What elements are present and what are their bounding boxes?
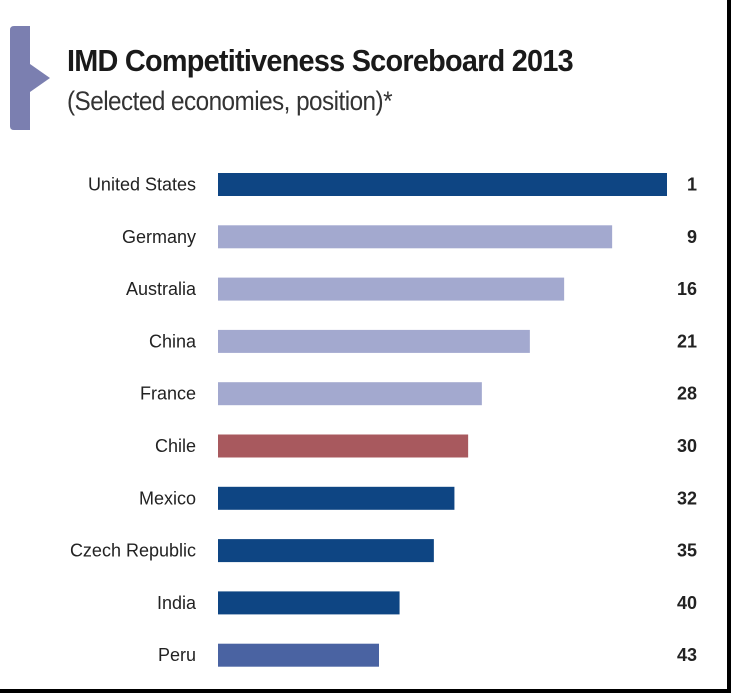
bar-france — [218, 382, 482, 406]
bar-germany — [218, 225, 613, 249]
chart-subtitle: (Selected economies, position)* — [67, 86, 393, 116]
bar-czech-republic — [218, 539, 434, 563]
category-label-india: India — [157, 593, 197, 613]
value-label-australia: 16 — [677, 279, 697, 299]
bar-mexico — [218, 486, 455, 510]
category-label-peru: Peru — [158, 645, 196, 665]
category-label-china: China — [149, 331, 197, 351]
bar-united-states — [218, 173, 667, 196]
value-label-france: 28 — [677, 384, 697, 404]
chart-title: IMD Competitiveness Scoreboard 2013 — [67, 43, 574, 78]
category-label-australia: Australia — [126, 279, 197, 299]
category-label-germany: Germany — [122, 227, 196, 247]
bar-australia — [218, 277, 565, 301]
bar-peru — [218, 643, 379, 667]
bar-chile — [218, 434, 469, 458]
value-label-mexico: 32 — [677, 488, 697, 508]
value-label-china: 21 — [677, 331, 697, 351]
title-tab-marker — [10, 26, 50, 130]
value-label-india: 40 — [677, 593, 697, 613]
bar-china — [218, 329, 530, 353]
bar-india — [218, 591, 400, 615]
value-label-peru: 43 — [677, 645, 697, 665]
category-label-czech-republic: Czech Republic — [70, 541, 196, 561]
value-label-germany: 9 — [687, 227, 697, 247]
category-label-mexico: Mexico — [139, 488, 196, 508]
value-label-united-states: 1 — [687, 175, 697, 195]
category-label-chile: Chile — [155, 436, 196, 456]
value-label-chile: 30 — [677, 436, 697, 456]
category-label-france: France — [140, 384, 196, 404]
category-label-united-states: United States — [88, 175, 196, 195]
value-label-czech-republic: 35 — [677, 541, 697, 561]
